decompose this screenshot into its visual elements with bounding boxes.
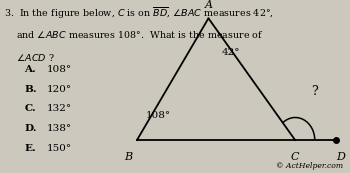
Text: $\angle ACD$ ?: $\angle ACD$ ?	[4, 52, 54, 63]
Text: B.: B.	[25, 85, 37, 94]
Text: D.: D.	[25, 124, 37, 133]
Text: D: D	[336, 152, 345, 162]
Text: A.: A.	[25, 65, 36, 74]
Text: B: B	[124, 152, 132, 162]
Text: 120°: 120°	[47, 85, 72, 94]
Text: E.: E.	[25, 144, 36, 153]
Text: C: C	[291, 152, 300, 162]
Text: 132°: 132°	[47, 104, 72, 113]
Text: C.: C.	[25, 104, 36, 113]
Text: A: A	[204, 0, 212, 10]
Text: 108°: 108°	[146, 111, 171, 120]
Text: 138°: 138°	[47, 124, 72, 133]
Text: ?: ?	[312, 85, 318, 98]
Text: and $\angle ABC$ measures 108°.  What is the measure of: and $\angle ABC$ measures 108°. What is …	[4, 29, 263, 40]
Text: © ActHelper.com: © ActHelper.com	[276, 162, 343, 170]
Text: 42°: 42°	[222, 48, 240, 57]
Text: 108°: 108°	[47, 65, 72, 74]
Text: 150°: 150°	[47, 144, 72, 153]
Text: 3.  In the figure below, $C$ is on $\overline{BD}$, $\angle BAC$ measures 42°,: 3. In the figure below, $C$ is on $\over…	[4, 5, 273, 21]
